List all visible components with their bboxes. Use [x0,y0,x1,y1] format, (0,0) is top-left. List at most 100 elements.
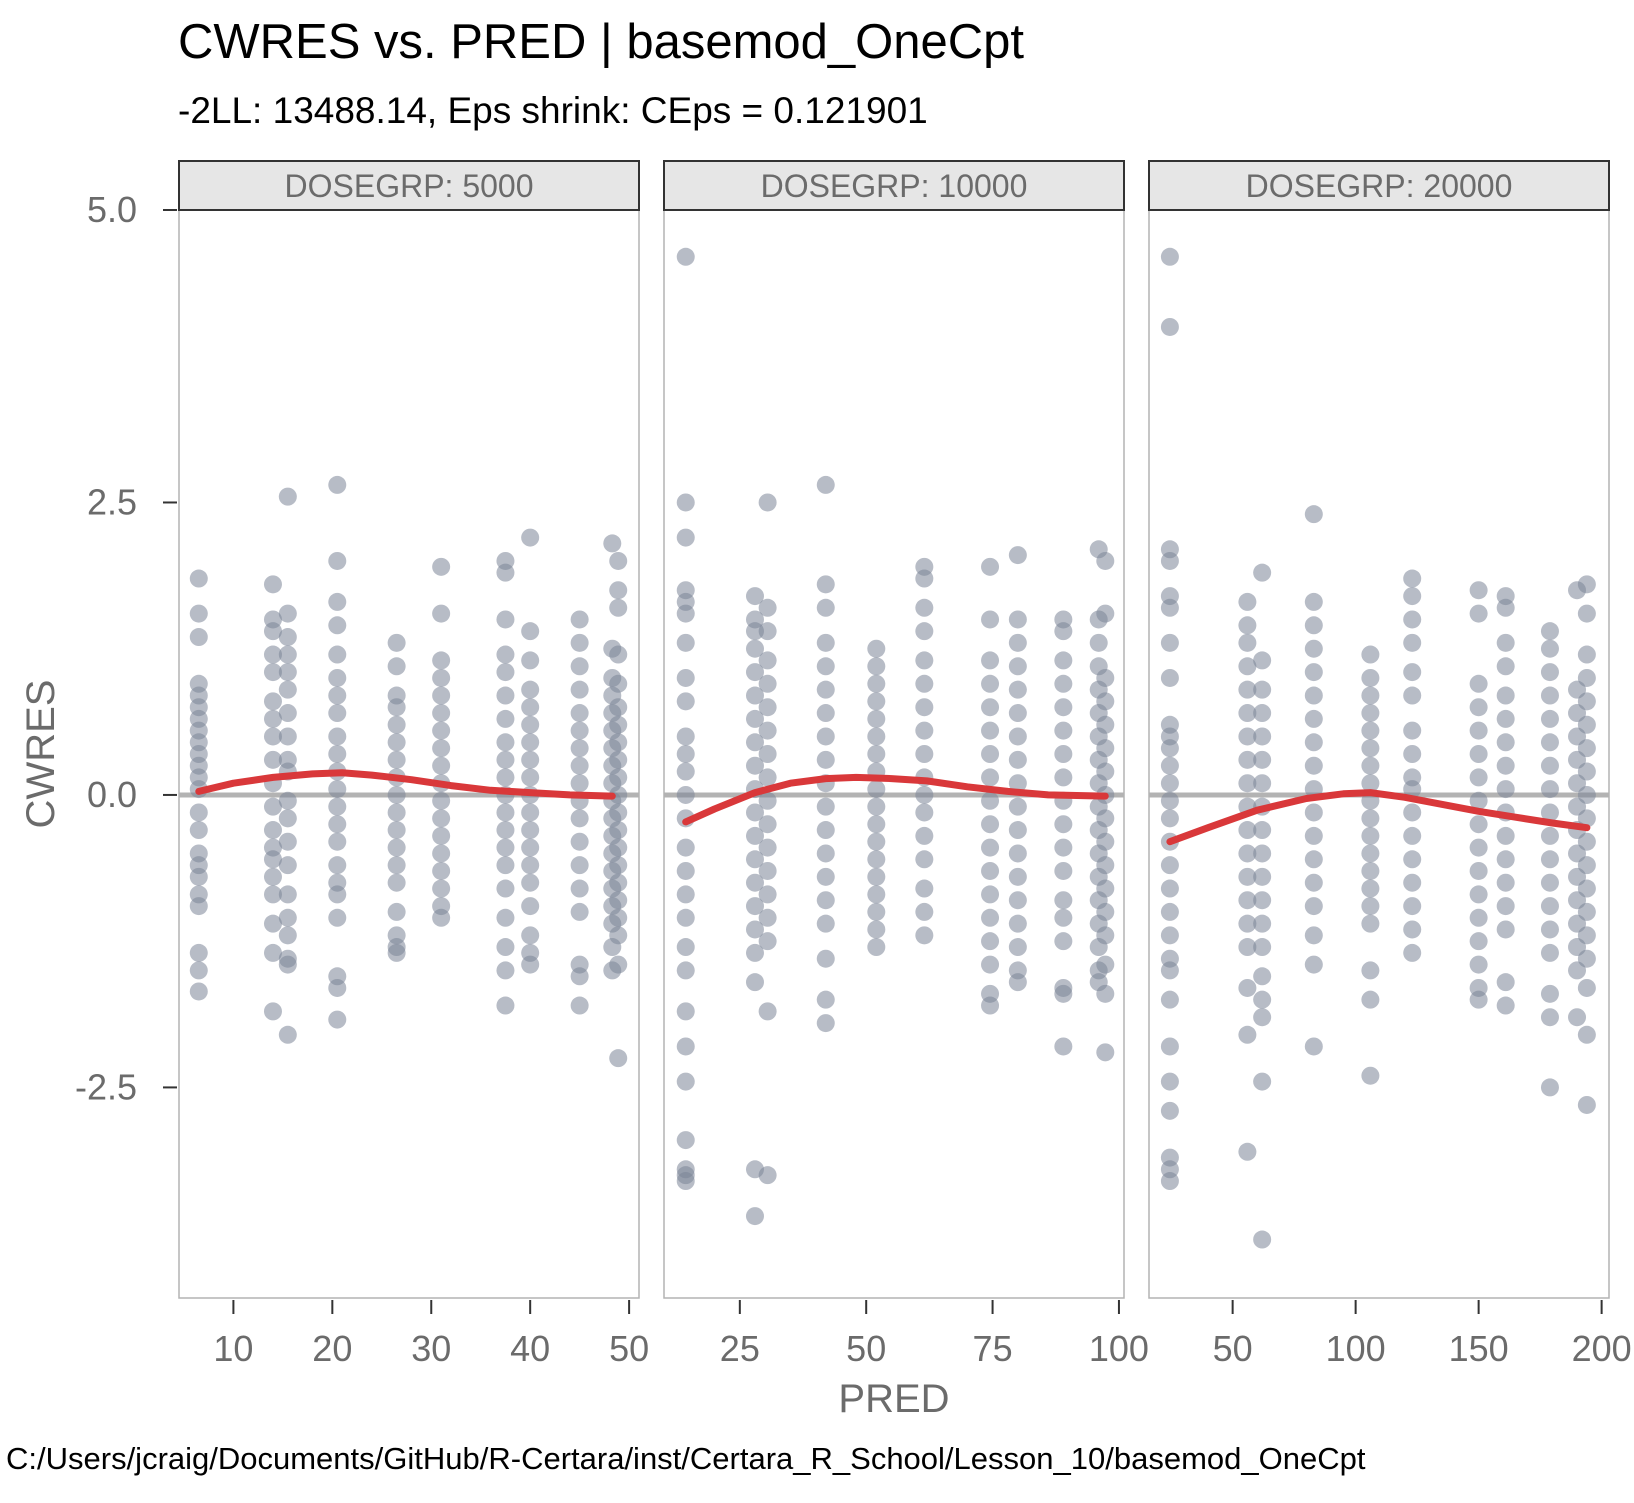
data-point [745,587,764,606]
data-point [1253,774,1272,793]
data-point [816,891,835,910]
data-point [521,651,540,670]
data-point [1496,850,1515,869]
x-tick-label: 150 [1449,1328,1509,1369]
data-point [278,487,297,506]
data-point [758,885,777,904]
data-point [676,785,695,804]
data-point [328,978,347,997]
data-point [263,709,282,728]
data-point [1253,680,1272,699]
data-point [1496,657,1515,676]
data-point [1096,551,1115,570]
data-point [981,768,1000,787]
data-point [1540,920,1559,939]
data-point [676,247,695,266]
data-point [1496,973,1515,992]
data-point [1403,943,1422,962]
data-point [1304,850,1323,869]
data-point [387,715,406,734]
data-point [328,1010,347,1029]
data-point [432,879,451,898]
data-point [676,727,695,746]
data-point [1008,821,1027,840]
data-point [1160,1101,1179,1120]
data-point [676,668,695,687]
data-point [263,914,282,933]
data-point [189,867,208,886]
data-point [278,809,297,828]
data-point [1054,698,1073,717]
x-tick-label: 40 [510,1328,550,1369]
data-point [263,663,282,682]
data-point [981,861,1000,880]
data-point [1403,826,1422,845]
data-point [1008,657,1027,676]
data-point [676,745,695,763]
data-point [1238,914,1257,933]
data-point [1238,867,1257,886]
data-point [1540,686,1559,705]
data-point [1096,902,1115,921]
data-point [278,680,297,699]
data-point [263,885,282,904]
data-point [521,955,540,974]
data-point [1361,645,1380,664]
data-point [1253,891,1272,910]
data-point [676,861,695,880]
data-point [387,873,406,892]
data-point [387,838,406,857]
data-point [676,604,695,623]
data-point [1469,815,1488,834]
data-point [676,961,695,980]
data-point [816,949,835,968]
data-point [1577,926,1596,945]
x-tick-label: 200 [1572,1328,1632,1369]
data-point [496,856,515,875]
data-point [1160,990,1179,1009]
data-point [1008,844,1027,863]
data-point [1008,546,1027,565]
data-point [328,797,347,816]
data-point [1304,826,1323,845]
loess-smooth-line [1166,789,1591,846]
data-point [1577,692,1596,711]
data-point [432,704,451,723]
panel-background [178,209,640,1299]
data-point [278,791,297,810]
data-point [570,657,589,676]
data-point [1160,668,1179,687]
data-point [1469,838,1488,857]
data-point [1253,821,1272,840]
data-point [1160,756,1179,775]
data-point [915,698,934,717]
data-point [867,780,886,799]
x-tick-label: 100 [1089,1328,1149,1369]
data-point [496,996,515,1015]
data-point [676,885,695,904]
data-point [496,733,515,752]
data-point [981,651,1000,670]
data-point [745,709,764,728]
data-point [1008,774,1027,793]
data-point [676,1172,695,1191]
data-point [1054,721,1073,740]
data-point [1540,1008,1559,1027]
data-point [521,680,540,699]
data-point [328,745,347,763]
data-point [1403,873,1422,892]
data-point [189,821,208,840]
data-point [328,856,347,875]
data-point [189,604,208,623]
data-point [387,785,406,804]
data-point [867,657,886,676]
data-point [816,797,835,816]
data-point [981,885,1000,904]
data-point [745,826,764,845]
data-point [1253,867,1272,886]
data-point [387,856,406,875]
data-point [745,920,764,939]
data-point [328,551,347,570]
data-point [1577,604,1596,623]
data-point [1403,587,1422,606]
